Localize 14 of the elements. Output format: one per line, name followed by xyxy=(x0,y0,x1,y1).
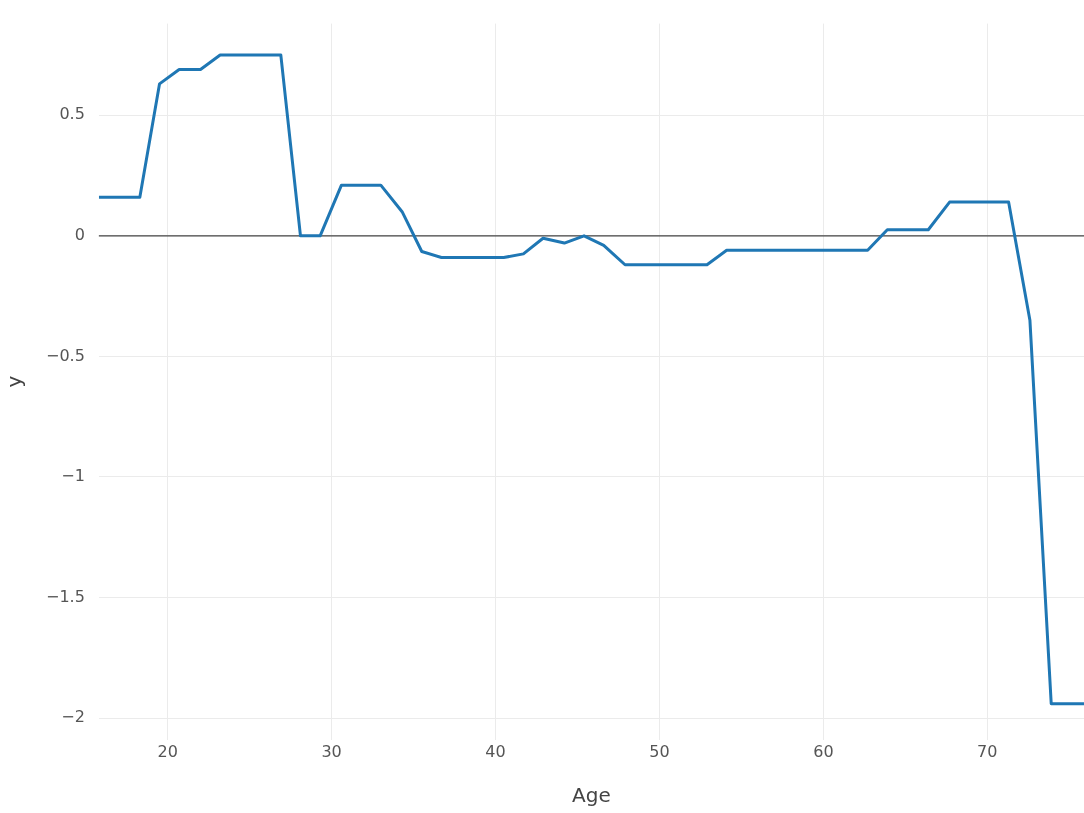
x-axis-title: Age xyxy=(572,783,611,808)
x-tick-label: 20 xyxy=(157,741,178,761)
y-tick-label: −2 xyxy=(61,707,85,727)
y-tick-label: −0.5 xyxy=(45,345,85,365)
x-tick-label: 40 xyxy=(485,741,506,761)
x-tick-label: 30 xyxy=(321,741,342,761)
y-tick-label: −1.5 xyxy=(45,586,85,606)
x-tick-label: 60 xyxy=(813,741,834,761)
y-tick-label: 0 xyxy=(74,224,85,244)
x-tick-label: 50 xyxy=(649,741,670,761)
y-tick-label: 0.5 xyxy=(59,104,85,124)
y-axis-title: y xyxy=(2,375,27,388)
y-tick-label: −1 xyxy=(61,466,85,486)
x-tick-label: 70 xyxy=(977,741,998,761)
